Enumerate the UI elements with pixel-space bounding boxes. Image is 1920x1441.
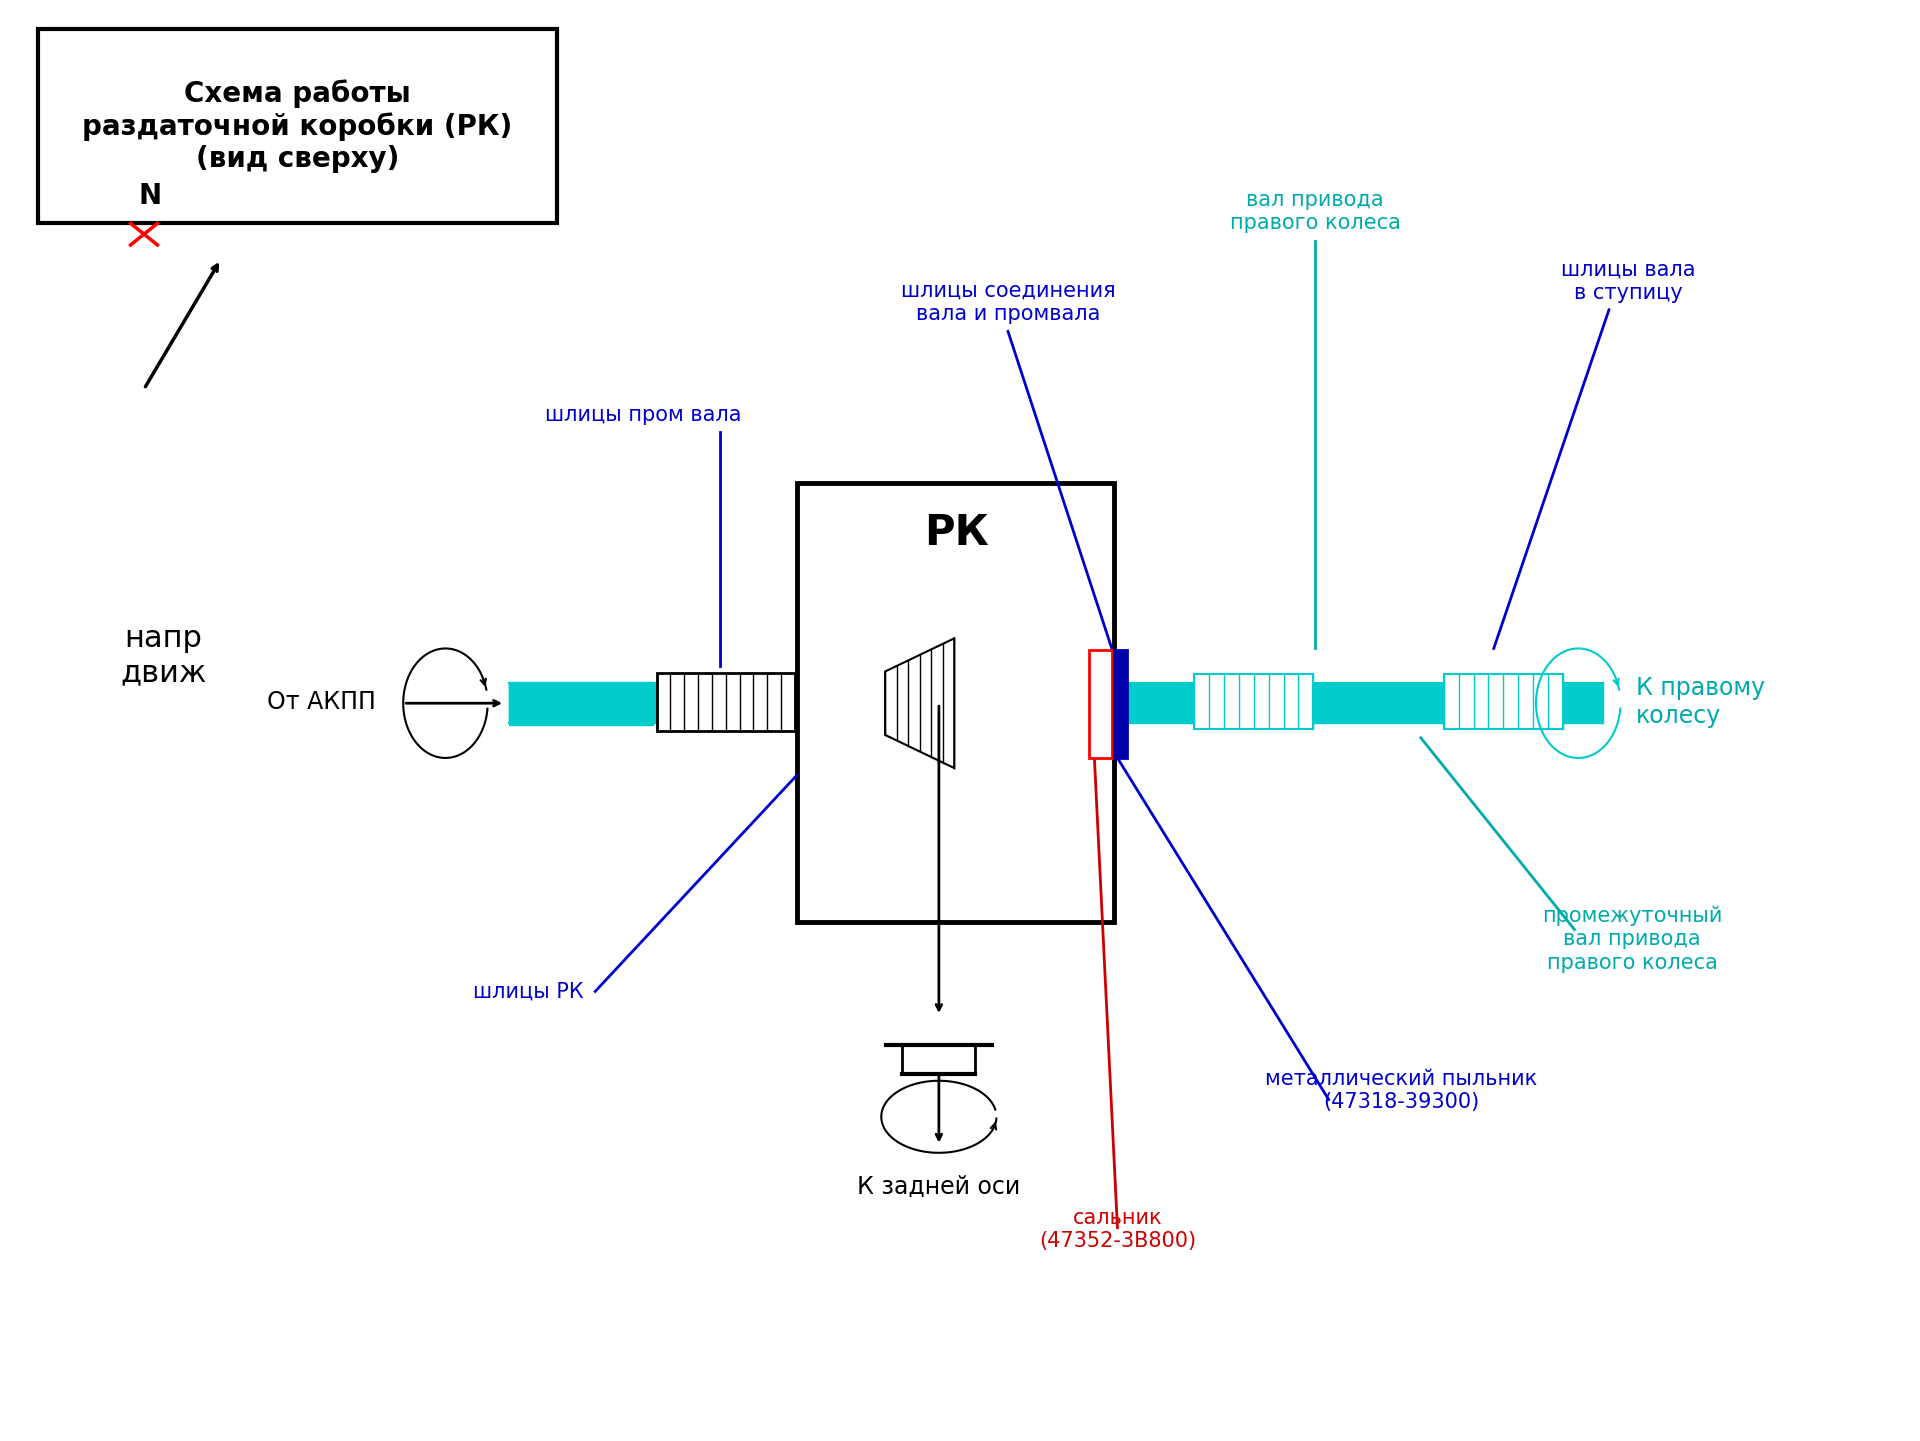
Bar (1194, 674, 1313, 729)
Bar (1114, 650, 1127, 758)
Text: промежуточный
вал привода
правого колеса: промежуточный вал привода правого колеса (1542, 906, 1722, 973)
Polygon shape (885, 638, 954, 768)
Text: РК: РК (924, 512, 989, 555)
Text: напр
движ: напр движ (121, 624, 205, 687)
Text: К правому
колесу: К правому колесу (1636, 676, 1764, 728)
Bar (38, 29, 557, 223)
Text: вал привода
правого колеса: вал привода правого колеса (1231, 190, 1400, 233)
Text: шлицы пром вала: шлицы пром вала (545, 405, 741, 425)
Text: шлицы РК: шлицы РК (472, 981, 584, 1001)
Text: металлический пыльник
(47318-39300): металлический пыльник (47318-39300) (1265, 1069, 1538, 1112)
Bar (797, 483, 1114, 922)
Text: шлицы соединения
вала и промвала: шлицы соединения вала и промвала (900, 281, 1116, 324)
Text: Схема работы
раздаточной коробки (РК)
(вид сверху): Схема работы раздаточной коробки (РК) (в… (83, 79, 513, 173)
Bar (657, 673, 795, 731)
Bar (1089, 650, 1112, 758)
Text: N: N (138, 183, 161, 210)
Text: сальник
(47352-3В800): сальник (47352-3В800) (1039, 1208, 1196, 1251)
Text: шлицы вала
в ступицу: шлицы вала в ступицу (1561, 259, 1695, 303)
Text: К задней оси: К задней оси (856, 1174, 1021, 1199)
Bar (509, 682, 653, 725)
Text: От АКПП: От АКПП (267, 690, 376, 713)
Bar (1444, 674, 1563, 729)
